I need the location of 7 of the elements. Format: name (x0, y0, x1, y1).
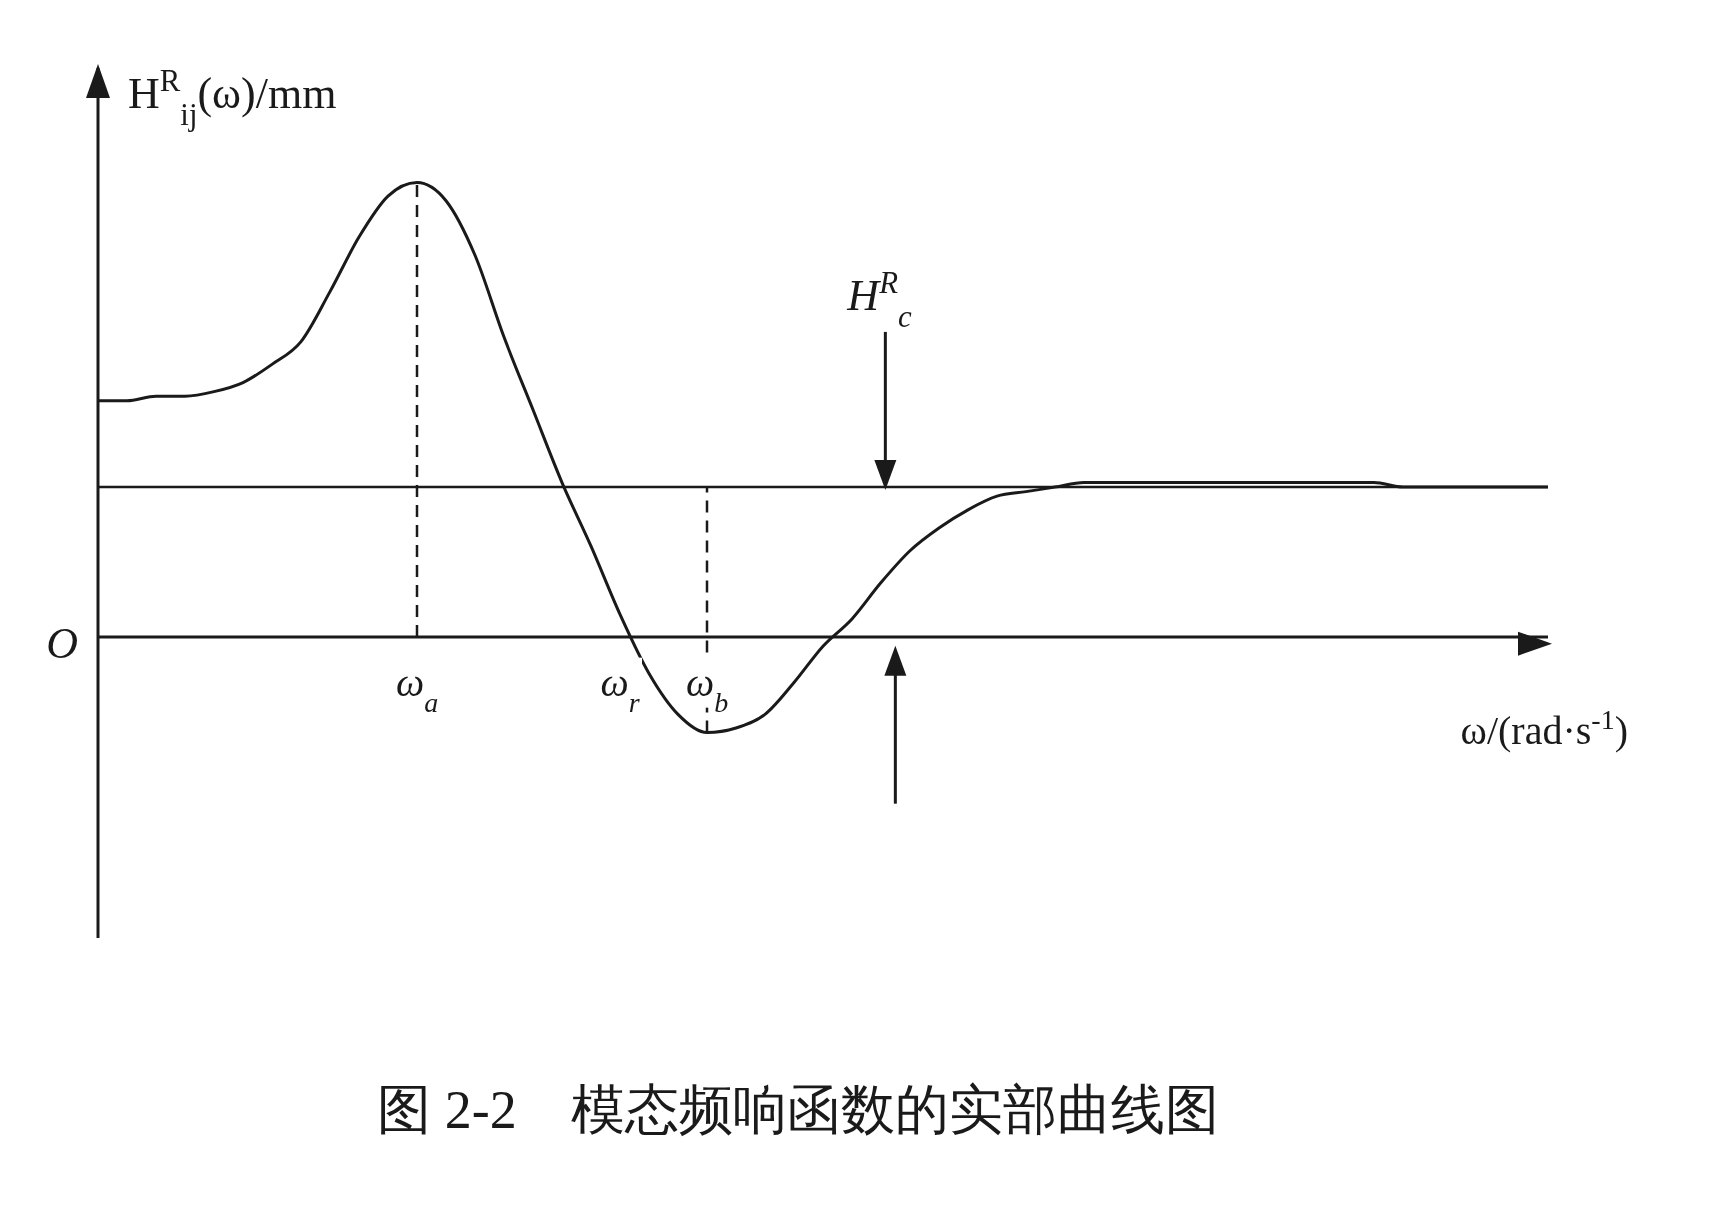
y-axis-title: H$^{R}$$_{ij}$(ω)/mm (128, 64, 337, 132)
text: O (46, 618, 78, 668)
x-tick-label: ω$_{r}$ (600, 659, 640, 718)
x-tick-label: ω$_{a}$ (395, 659, 439, 718)
x-tick-label: ω$_{b}$ (685, 659, 729, 718)
text: 图 2-2 模态频响函数的实部曲线图 (377, 1080, 1219, 1140)
x-axis-title: ω/(rad·s$^{-1}$) (1460, 703, 1628, 753)
